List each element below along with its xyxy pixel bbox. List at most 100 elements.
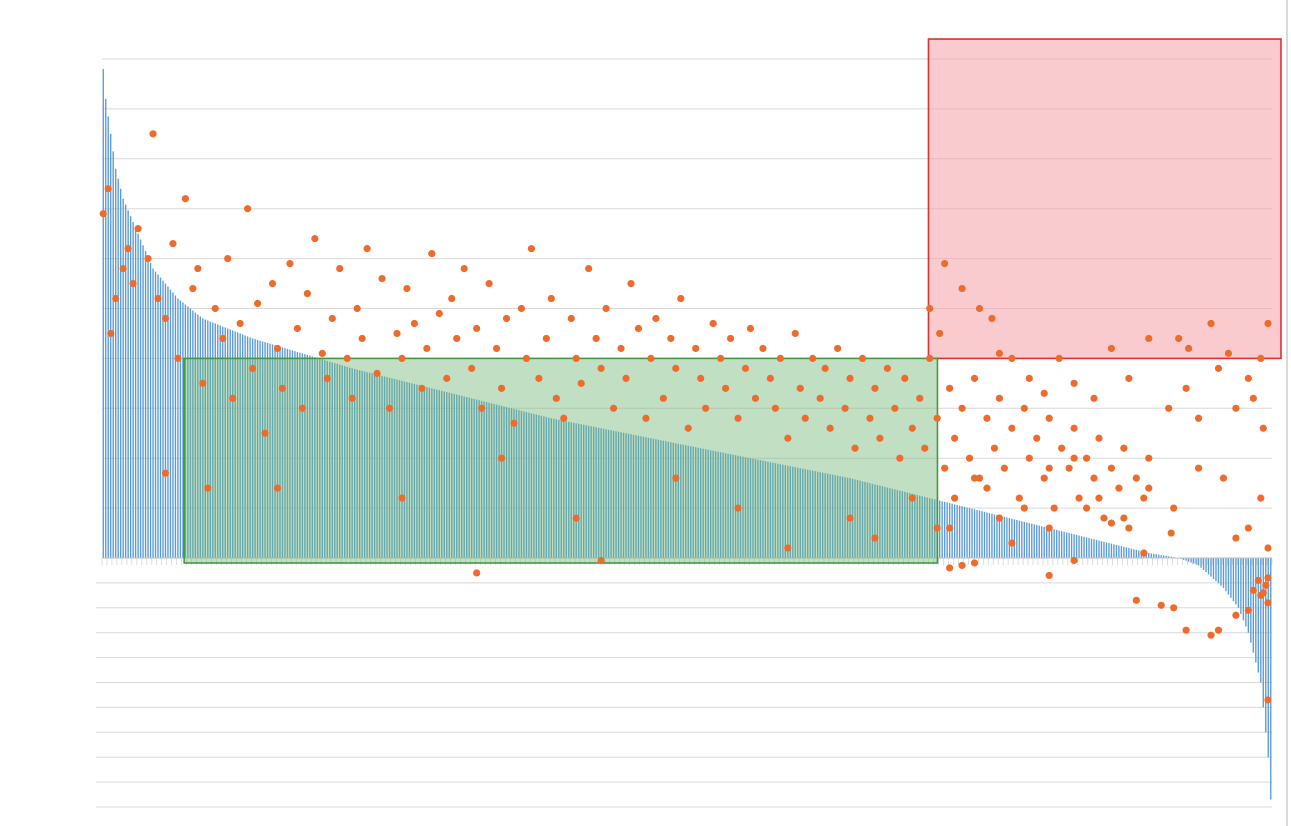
scatter-point: [1264, 574, 1272, 582]
bar: [174, 295, 177, 558]
bar: [428, 387, 431, 558]
bar: [744, 457, 747, 558]
bar: [421, 385, 423, 558]
scatter-point: [834, 344, 842, 353]
scatter-point: [846, 514, 854, 522]
bar: [971, 508, 973, 558]
bar: [119, 188, 122, 559]
scatter-point: [990, 444, 999, 452]
bar: [899, 490, 901, 558]
scatter-point: [353, 304, 361, 313]
scatter-point: [1182, 384, 1190, 392]
scatter-point: [1224, 349, 1233, 358]
bar: [353, 369, 356, 558]
bar: [207, 320, 209, 558]
bar: [470, 398, 473, 558]
scatter-point: [286, 259, 294, 268]
scatter-point: [1070, 556, 1078, 565]
scatter-point: [485, 279, 493, 288]
bar: [269, 343, 271, 558]
bar: [386, 377, 388, 558]
bar: [799, 468, 801, 558]
bar: [655, 439, 657, 558]
scatter-point: [560, 414, 568, 422]
scatter-point: [1045, 414, 1053, 422]
scatter-point: [851, 444, 859, 452]
scatter-point: [154, 294, 162, 303]
bar: [1250, 558, 1252, 643]
bar: [996, 514, 998, 558]
bar: [1128, 548, 1130, 558]
bar: [202, 318, 204, 558]
bar: [747, 457, 749, 558]
bar: [525, 412, 528, 558]
scatter-point: [951, 434, 959, 442]
bar: [217, 324, 219, 558]
bar: [759, 460, 762, 558]
bar: [712, 450, 714, 558]
bar: [891, 488, 894, 558]
bar: [871, 483, 874, 558]
bar: [1215, 558, 1217, 582]
bar: [1240, 558, 1242, 615]
bar: [866, 482, 869, 558]
bar: [1065, 532, 1068, 558]
bar: [630, 434, 632, 558]
bar: [366, 372, 368, 558]
bar: [958, 505, 961, 558]
bar: [722, 452, 724, 558]
bar: [234, 331, 236, 558]
bar: [1225, 558, 1227, 592]
scatter-point: [816, 394, 824, 402]
bar: [926, 497, 928, 558]
bar: [568, 421, 570, 558]
scatter-point: [211, 304, 219, 313]
bar: [1210, 558, 1212, 577]
bar: [612, 430, 615, 558]
scatter-point: [871, 384, 879, 392]
scatter-point: [473, 569, 481, 577]
bar: [184, 304, 187, 558]
scatter-point: [572, 514, 580, 522]
bar: [326, 360, 328, 558]
scatter-point: [726, 334, 735, 343]
scatter-point: [627, 279, 635, 288]
bar: [154, 271, 157, 558]
bar: [443, 391, 445, 558]
scatter-point: [1033, 434, 1041, 442]
bar: [515, 409, 518, 558]
bar: [1237, 558, 1240, 608]
bar: [393, 378, 396, 558]
scatter-point: [107, 329, 115, 338]
scatter-point: [1015, 494, 1023, 502]
scatter-point: [1194, 464, 1203, 472]
scatter-point: [1070, 454, 1078, 462]
bar: [490, 403, 493, 558]
bar: [792, 466, 794, 558]
bar: [214, 323, 216, 558]
scatter-point: [1145, 334, 1153, 343]
scatter-point: [946, 384, 954, 392]
scatter-point: [995, 349, 1004, 358]
scatter-point: [709, 319, 717, 328]
bar: [573, 422, 575, 558]
bar: [1118, 545, 1120, 558]
bar: [533, 413, 535, 558]
bar: [884, 486, 886, 558]
bar: [1190, 558, 1192, 563]
bar: [769, 462, 772, 558]
bar: [284, 348, 286, 558]
bar: [1055, 529, 1058, 558]
scatter-point: [1254, 576, 1262, 585]
bar: [236, 332, 239, 558]
bar: [600, 428, 602, 558]
scatter-point: [311, 235, 319, 243]
scatter-point: [841, 404, 849, 412]
scatter-point: [542, 334, 550, 343]
bar: [824, 473, 826, 558]
bar: [1113, 544, 1115, 558]
bar: [309, 355, 311, 558]
scatter-point: [1257, 354, 1265, 362]
bar: [1242, 558, 1245, 621]
bar: [1006, 517, 1008, 558]
